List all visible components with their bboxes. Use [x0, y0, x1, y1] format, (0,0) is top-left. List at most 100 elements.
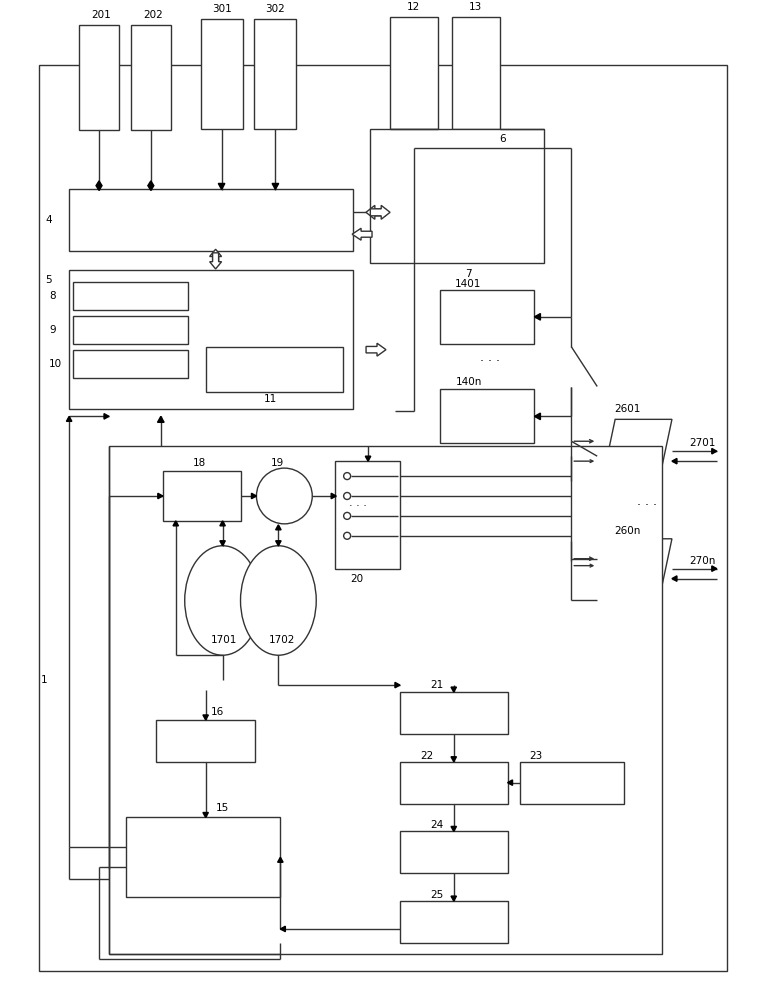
Bar — [126, 817, 280, 897]
Bar — [370, 129, 545, 263]
Polygon shape — [672, 458, 677, 464]
Bar — [79, 25, 119, 130]
Polygon shape — [535, 413, 540, 420]
Text: 11: 11 — [264, 394, 277, 404]
Polygon shape — [711, 566, 717, 571]
Polygon shape — [451, 687, 457, 692]
Bar — [69, 270, 353, 409]
Bar — [400, 831, 507, 873]
Bar — [73, 316, 187, 344]
Text: 201: 201 — [91, 10, 111, 20]
Bar — [440, 389, 535, 443]
Text: 7: 7 — [464, 269, 471, 279]
Polygon shape — [280, 926, 285, 932]
Text: 18: 18 — [193, 458, 206, 468]
Polygon shape — [711, 448, 717, 454]
Circle shape — [343, 532, 350, 539]
Polygon shape — [220, 541, 226, 546]
Polygon shape — [395, 682, 400, 688]
Polygon shape — [451, 826, 457, 831]
Bar — [131, 25, 171, 130]
Polygon shape — [331, 493, 336, 499]
Text: 12: 12 — [407, 2, 421, 12]
Bar — [156, 720, 256, 762]
Polygon shape — [218, 183, 225, 189]
Text: 8: 8 — [49, 291, 56, 301]
Polygon shape — [352, 228, 372, 240]
Circle shape — [343, 473, 350, 480]
Polygon shape — [597, 419, 672, 504]
Polygon shape — [203, 715, 208, 720]
Polygon shape — [451, 757, 457, 762]
Polygon shape — [203, 812, 208, 817]
Text: 5: 5 — [45, 275, 52, 285]
Bar — [109, 446, 662, 954]
Polygon shape — [366, 456, 371, 461]
Bar — [400, 692, 507, 734]
Text: 1702: 1702 — [269, 635, 295, 645]
Text: 140n: 140n — [456, 377, 482, 387]
Bar — [335, 461, 400, 569]
Polygon shape — [278, 857, 283, 862]
Bar — [440, 290, 535, 344]
Text: · · ·: · · · — [349, 501, 367, 511]
Ellipse shape — [240, 546, 316, 655]
Text: 6: 6 — [500, 134, 506, 144]
Polygon shape — [275, 525, 281, 530]
Text: 24: 24 — [430, 820, 443, 830]
Bar — [73, 350, 187, 378]
Polygon shape — [210, 253, 222, 269]
Bar — [519, 762, 624, 804]
Polygon shape — [535, 314, 540, 320]
Text: 23: 23 — [529, 751, 542, 761]
Bar — [163, 471, 240, 521]
Text: 2601: 2601 — [614, 404, 640, 414]
Polygon shape — [272, 183, 278, 189]
Polygon shape — [220, 521, 226, 526]
Polygon shape — [67, 416, 72, 421]
Text: 25: 25 — [430, 890, 443, 900]
Circle shape — [343, 492, 350, 499]
Polygon shape — [173, 521, 178, 526]
Polygon shape — [366, 205, 386, 219]
Bar — [255, 19, 296, 129]
Text: 301: 301 — [212, 4, 232, 14]
Polygon shape — [158, 493, 163, 499]
Text: 1: 1 — [41, 675, 48, 685]
Text: 4: 4 — [45, 215, 52, 225]
Polygon shape — [96, 181, 102, 190]
Text: 10: 10 — [49, 359, 62, 369]
Bar — [400, 762, 507, 804]
Bar — [200, 19, 243, 129]
Text: 302: 302 — [265, 4, 285, 14]
Text: 22: 22 — [420, 751, 433, 761]
Bar — [73, 282, 187, 310]
Text: 21: 21 — [430, 680, 443, 690]
Polygon shape — [148, 181, 154, 190]
Text: 16: 16 — [210, 707, 224, 717]
Circle shape — [256, 468, 312, 524]
Bar — [400, 901, 507, 943]
Polygon shape — [451, 896, 457, 901]
Ellipse shape — [184, 546, 260, 655]
Polygon shape — [597, 539, 672, 623]
Polygon shape — [104, 414, 109, 419]
Bar — [69, 189, 353, 251]
Polygon shape — [672, 576, 677, 581]
Bar — [206, 347, 343, 392]
Text: 20: 20 — [350, 574, 363, 584]
Text: 2701: 2701 — [689, 438, 715, 448]
Bar — [390, 17, 438, 129]
Bar — [452, 17, 500, 129]
Text: 202: 202 — [143, 10, 163, 20]
Text: 9: 9 — [49, 325, 56, 335]
Text: 260n: 260n — [614, 526, 640, 536]
Text: 15: 15 — [216, 803, 229, 813]
Text: 13: 13 — [469, 2, 482, 12]
Text: · · ·: · · · — [637, 499, 657, 512]
Polygon shape — [275, 541, 281, 546]
Text: 1401: 1401 — [454, 279, 481, 289]
Polygon shape — [366, 343, 386, 356]
Text: 1701: 1701 — [210, 635, 237, 645]
Polygon shape — [158, 416, 164, 422]
